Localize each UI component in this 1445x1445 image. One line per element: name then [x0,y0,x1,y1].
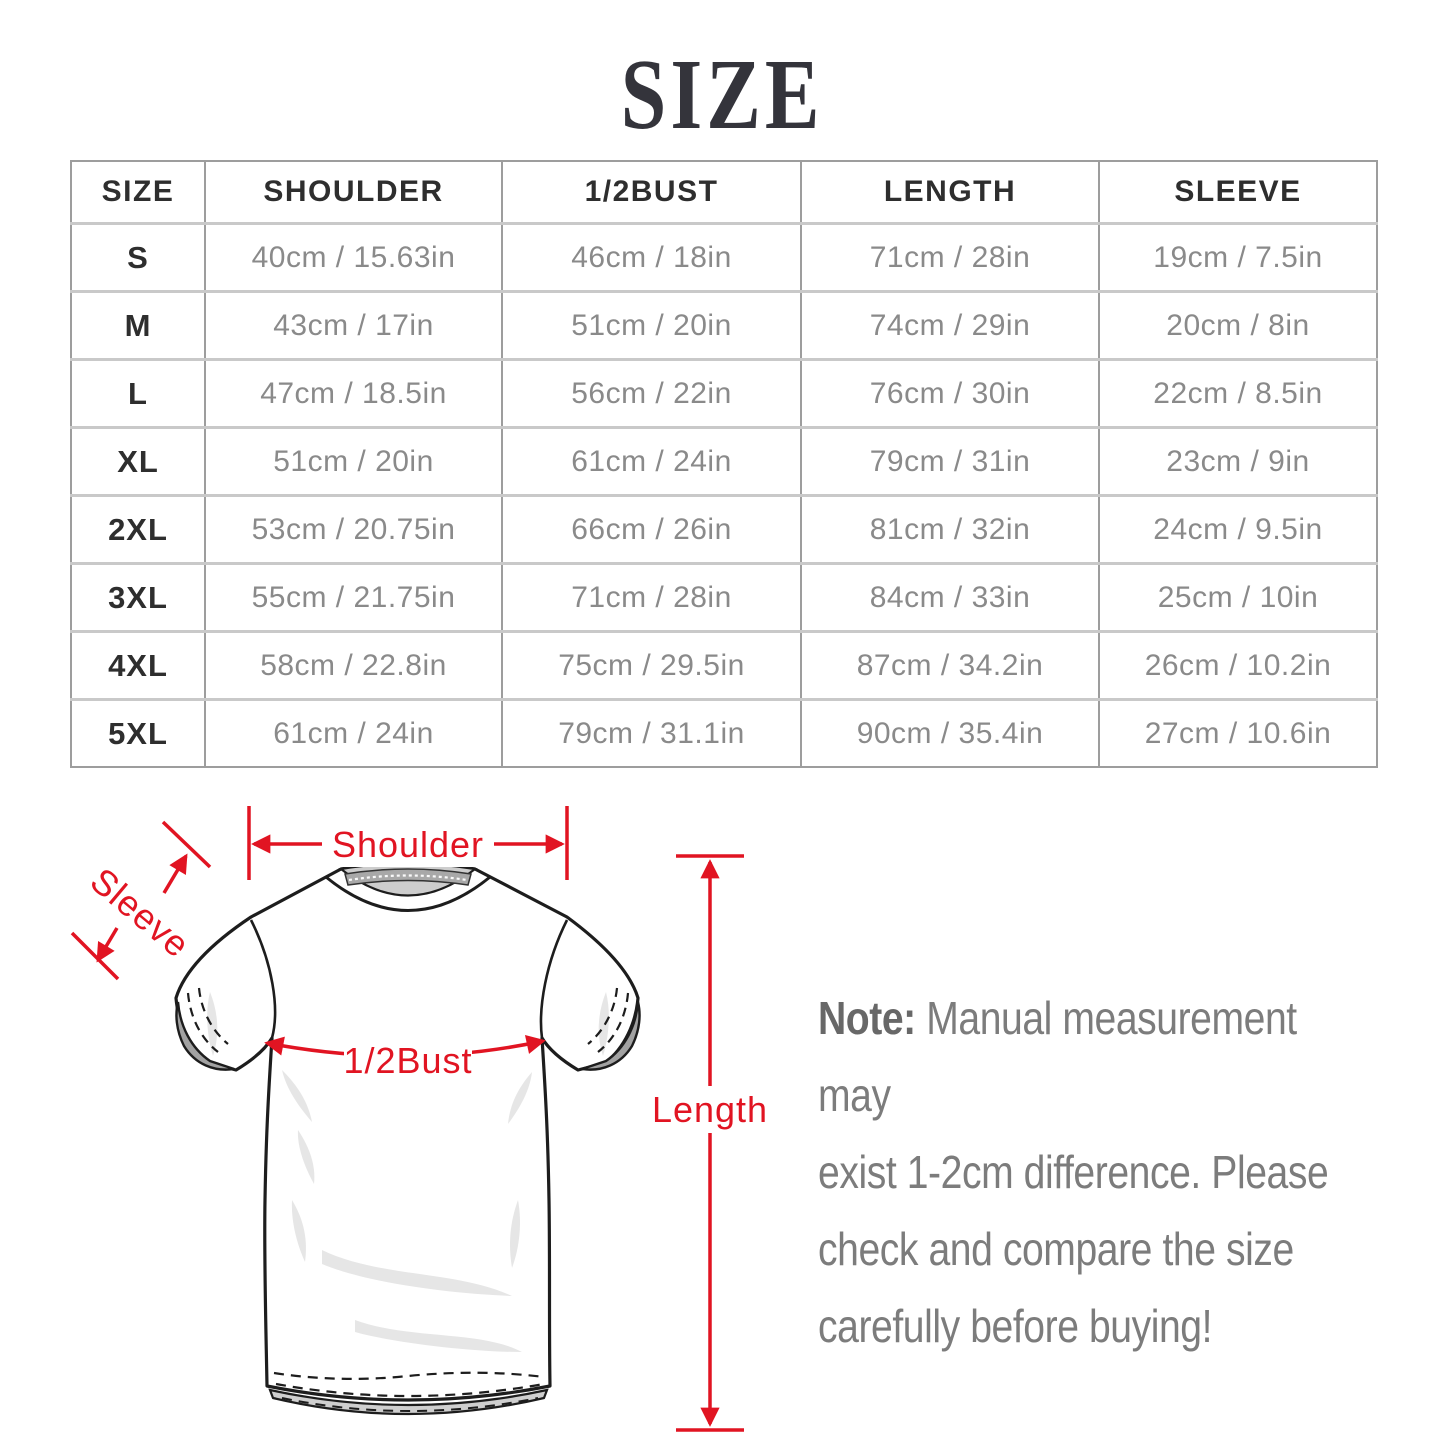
table-row: S 40cm / 15.63in 46cm / 18in 71cm / 28in 19c… [71,222,1377,292]
tshirt-diagram: Shoulder Sleeve 1/2Bust Length [60,780,780,1445]
size-table-header: SIZE SHOULDER 1/2BUST LENGTH SLEEVE [71,161,1377,224]
measurement-cell: 71cm / 28in [800,222,1099,292]
size-cell: 5XL [71,698,205,767]
measurement-cell: 46cm / 18in [501,222,801,292]
table-row: 5XL 61cm / 24in 79cm / 31.1in 90cm / 35.4in… [71,698,1377,767]
measurement-cell: 87cm / 34.2in [800,630,1099,700]
left-armhole-seam [249,919,277,1039]
note-prefix: Note: [818,992,916,1044]
shoulder-label: Shoulder [332,824,484,865]
header-cell: LENGTH [800,161,1099,224]
table-row: L 47cm / 18.5in 56cm / 22in 76cm / 30in 22cm… [71,358,1377,428]
table-row: XL 51cm / 20in 61cm / 24in 79cm / 31in 23cm … [71,426,1377,496]
size-cell: S [71,222,205,292]
measurement-cell: 40cm / 15.63in [204,222,502,292]
header-row: SIZE SHOULDER 1/2BUST LENGTH SLEEVE [71,161,1377,224]
measurement-cell: 74cm / 29in [800,290,1099,360]
sleeve-label: Sleeve [83,860,198,966]
measurement-cell: 55cm / 21.75in [204,562,502,632]
measurement-cell: 56cm / 22in [501,358,801,428]
measurement-cell: 51cm / 20in [204,426,502,496]
measurement-cell: 79cm / 31.1in [501,698,801,767]
measurement-cell: 24cm / 9.5in [1098,494,1377,564]
table-row: 2XL 53cm / 20.75in 66cm / 26in 81cm / 32in 2… [71,494,1377,564]
length-arrow [676,854,744,1432]
measurement-cell: 90cm / 35.4in [800,698,1099,767]
size-cell: M [71,290,205,360]
header-cell: SIZE [101,175,175,208]
bust-label: 1/2Bust [343,1040,472,1081]
size-cell: XL [71,426,205,496]
length-label-bg [650,1086,770,1133]
measurement-cell: 66cm / 26in [501,494,801,564]
table-row: 3XL 55cm / 21.75in 71cm / 28in 84cm / 33in 2… [71,562,1377,632]
page-title: SIZE [0,44,1445,145]
measurement-cell: 25cm / 10in [1098,562,1377,632]
collar [325,862,491,912]
measurement-cell: 47cm / 18.5in [204,358,502,428]
measurement-cell: 79cm / 31in [800,426,1099,496]
header-cell: 1/2BUST [501,161,801,224]
shoulder-label-bg [322,821,494,867]
measurement-cell: 81cm / 32in [800,494,1099,564]
size-cell: 2XL [71,494,205,564]
measurement-cell: 23cm / 9in [1098,426,1377,496]
measurement-cell: 27cm / 10.6in [1098,698,1377,767]
hem [268,1371,549,1416]
note-line: carefully before buying! [818,1300,1213,1352]
size-table-body: S 40cm / 15.63in 46cm / 18in 71cm / 28in 19c… [71,222,1377,767]
wrinkle-shading [207,992,609,1352]
size-cell: 4XL [71,630,205,700]
cuff-stitches [186,987,630,1053]
measurement-cell: 61cm / 24in [204,698,502,767]
table-row: M 43cm / 17in 51cm / 20in 74cm / 29in 20cm /… [71,290,1377,360]
measurement-cell: 53cm / 20.75in [204,494,502,564]
length-label: Length [652,1089,768,1130]
note-line-text: Manual measurement may [818,992,1297,1121]
note-line: check and compare the size [818,1223,1294,1275]
measurement-cell: 75cm / 29.5in [501,630,801,700]
bust-label-bg [344,1037,472,1083]
table-row: 4XL 58cm / 22.8in 75cm / 29.5in 87cm / 34.2… [71,630,1377,700]
sleeve-arrow [70,820,212,981]
measurement-cell: 22cm / 8.5in [1098,358,1377,428]
measurement-cell: 20cm / 8in [1098,290,1377,360]
measurement-cell: 19cm / 7.5in [1098,222,1377,292]
note-line: exist 1-2cm difference. Please [818,1146,1329,1198]
measurement-cell: 84cm / 33in [800,562,1099,632]
right-cuff-interior [581,1001,641,1071]
right-armhole-seam [539,919,569,1039]
measurement-cell: 26cm / 10.2in [1098,630,1377,700]
measurement-cell: 76cm / 30in [800,358,1099,428]
measurement-cell: 61cm / 24in [501,426,801,496]
size-table: SIZE SHOULDER 1/2BUST LENGTH SLEEVE S 40cm / … [70,160,1378,768]
header-cell: SHOULDER [204,161,502,224]
left-cuff-interior [175,1001,235,1071]
measurement-cell: 58cm / 22.8in [204,630,502,700]
size-cell: 3XL [71,562,205,632]
page-title-text: SIZE [621,38,824,150]
measurement-cell: 71cm / 28in [501,562,801,632]
tshirt-body [174,861,641,1416]
measurement-cell: 51cm / 20in [501,290,801,360]
note-line: Note: Manual measurement may [818,980,1362,1134]
tshirt-illustration: Shoulder Sleeve 1/2Bust Length [70,806,770,1432]
header-cell: SLEEVE [1098,161,1377,224]
measurement-cell: 43cm / 17in [204,290,502,360]
size-cell: L [71,358,205,428]
note-text: Note: Manual measurement may exist 1-2cm… [818,980,1362,1365]
